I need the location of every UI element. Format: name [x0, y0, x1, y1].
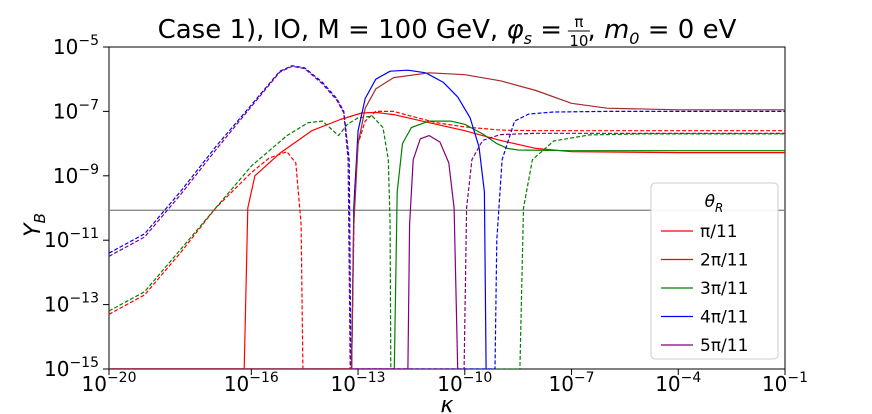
legend-entries: π/11 2π/11 3π/11 4π/11 5π/11	[661, 222, 748, 356]
legend-label-3: 4π/11	[700, 308, 748, 328]
x-tick-base-0: 10	[82, 372, 107, 396]
legend-title: θR	[705, 192, 724, 215]
title-m: m	[604, 15, 629, 45]
fraction-denominator: 10	[569, 32, 588, 50]
series-line-7	[109, 65, 785, 369]
legend-title-sub: R	[715, 201, 723, 215]
y-tick-exp-0: −5	[78, 33, 99, 49]
x-tick-base-4: 10	[548, 372, 573, 396]
series-line-4	[109, 69, 487, 369]
x-tick-label-1: 10−16	[224, 370, 279, 396]
y-tick-base-1: 10	[53, 99, 78, 123]
y-tick-label-5: 10−15	[44, 355, 99, 381]
x-tick-label-4: 10−7	[548, 370, 594, 396]
x-tick-exp-0: −20	[107, 370, 137, 386]
legend-box	[650, 182, 779, 360]
x-tick-exp-3: −10	[463, 370, 493, 386]
y-tick-base-0: 10	[53, 35, 78, 59]
legend-label-2: 3π/11	[700, 279, 748, 299]
y-tick-base-2: 10	[53, 164, 78, 188]
legend-label-4: 5π/11	[700, 336, 748, 356]
x-axis-label: κ	[441, 393, 454, 414]
x-tick-exp-4: −7	[574, 370, 595, 386]
title-m-sub: 0	[629, 29, 639, 48]
title-sep: ,	[587, 15, 604, 45]
x-tick-base-6: 10	[762, 372, 787, 396]
y-tick-exp-4: −13	[69, 291, 99, 307]
y-label-base: Y	[21, 222, 46, 237]
x-tick-label-2: 10−13	[331, 370, 386, 396]
y-tick-label-0: 10−5	[53, 33, 99, 59]
y-tick-exp-5: −15	[69, 355, 99, 371]
legend: θR π/11 2π/11 3π/11 4π/11 5π/11	[650, 182, 779, 360]
x-tick-base-5: 10	[655, 372, 680, 396]
title-fraction: π 10	[567, 13, 590, 50]
x-tick-base-1: 10	[224, 372, 249, 396]
y-tick-label-2: 10−9	[53, 162, 99, 188]
title-suffix: = 0 eV	[639, 15, 736, 45]
x-tick-exp-1: −16	[249, 370, 279, 386]
y-tick-base-4: 10	[44, 293, 69, 317]
x-tick-base-2: 10	[331, 372, 356, 396]
title-prefix: Case 1), IO, M = 100 GeV,	[158, 15, 507, 45]
series-layer	[109, 65, 785, 369]
series-line-0	[109, 111, 785, 369]
y-tick-exp-2: −9	[78, 162, 99, 178]
y-tick-exp-1: −7	[78, 97, 99, 113]
chart-title: Case 1), IO, M = 100 GeV, φs = , m0 = 0 …	[158, 15, 737, 48]
legend-label-1: 2π/11	[700, 251, 748, 271]
title-phi: φ	[506, 15, 523, 45]
y-label-sub: B	[31, 213, 49, 223]
series-line-5	[109, 65, 785, 369]
y-tick-label-4: 10−13	[44, 291, 99, 317]
title-phi-sub: s	[524, 29, 532, 48]
fraction-numerator: π	[574, 13, 583, 31]
x-tick-label-0: 10−20	[82, 370, 137, 396]
x-tick-label-6: 10−1	[762, 370, 808, 396]
x-tick-label-3: 10−10	[437, 370, 492, 396]
x-tick-exp-2: −13	[356, 370, 386, 386]
y-tick-base-5: 10	[44, 357, 69, 381]
x-tick-exp-6: −1	[787, 370, 808, 386]
series-line-3	[109, 115, 785, 369]
legend-label-0: π/11	[700, 222, 738, 242]
axis-ticks: 10−20 10−16 10−13 10−10 10−7 10−4 10−110−510−7…	[44, 33, 808, 396]
y-tick-label-3: 10−11	[44, 226, 99, 252]
y-tick-exp-3: −11	[69, 226, 99, 242]
legend-title-base: θ	[705, 192, 716, 212]
series-line-6	[109, 135, 459, 369]
x-tick-label-5: 10−4	[655, 370, 701, 396]
x-tick-base-3: 10	[437, 372, 462, 396]
title-eq: =	[532, 15, 570, 45]
y-axis-label: YB	[21, 213, 49, 237]
y-tick-base-3: 10	[44, 228, 69, 252]
series-line-2	[109, 120, 785, 369]
y-tick-label-1: 10−7	[53, 97, 99, 123]
x-tick-exp-5: −4	[681, 370, 702, 386]
series-line-8	[109, 72, 785, 369]
